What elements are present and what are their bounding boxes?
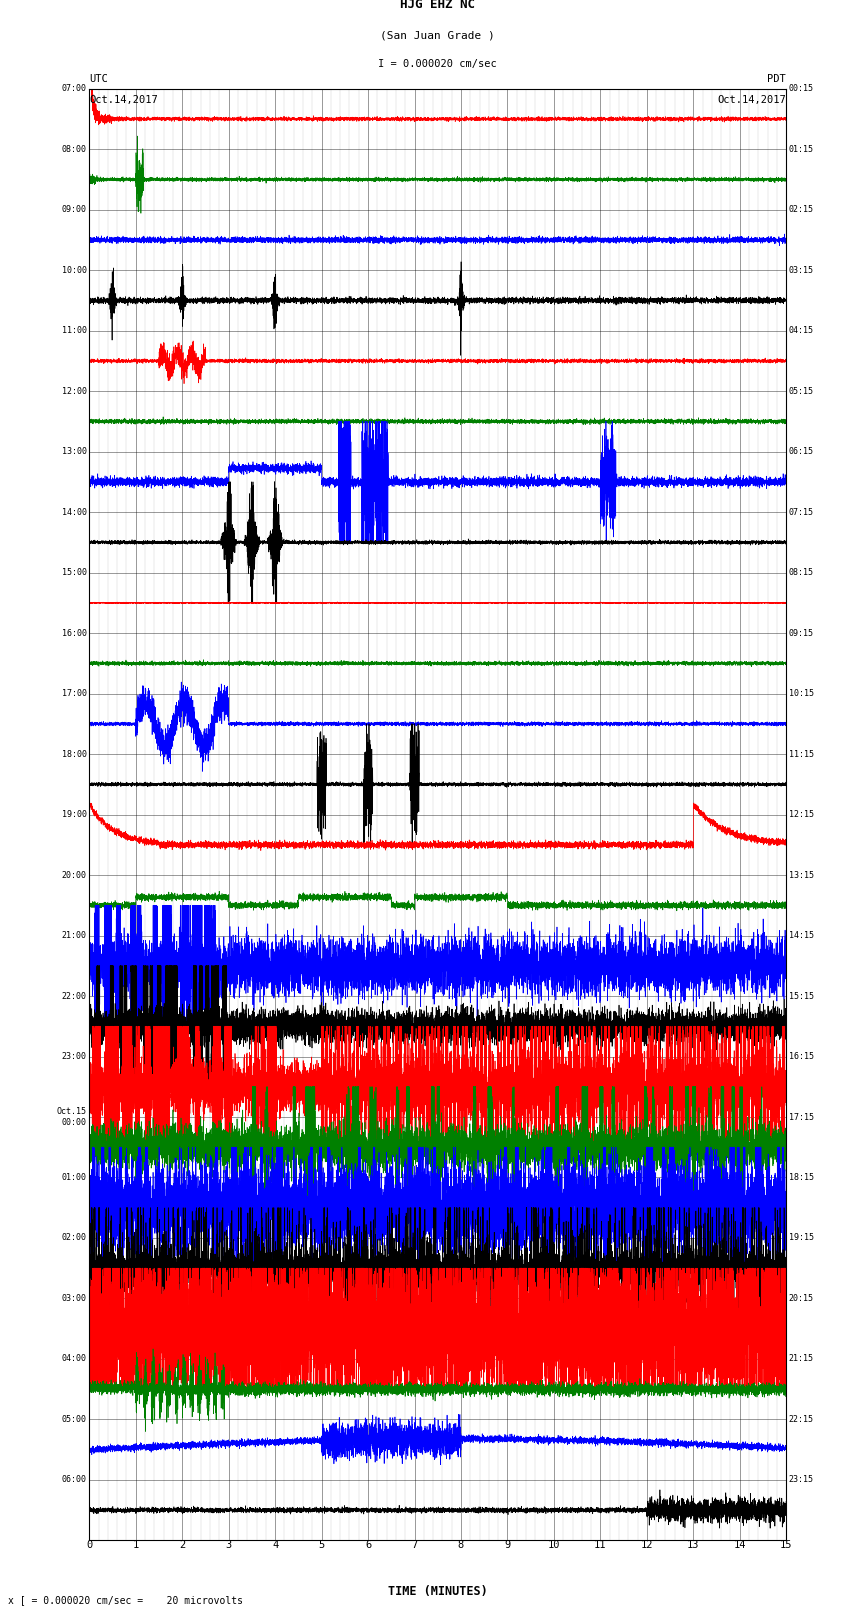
Text: 23:15: 23:15	[789, 1476, 813, 1484]
Text: 22:00: 22:00	[62, 992, 87, 1000]
Text: 14:00: 14:00	[62, 508, 87, 516]
Text: 02:15: 02:15	[789, 205, 813, 215]
Text: 04:00: 04:00	[62, 1355, 87, 1363]
Text: 1: 1	[133, 1540, 139, 1550]
Text: 22:15: 22:15	[789, 1415, 813, 1424]
Text: 01:15: 01:15	[789, 145, 813, 153]
Text: 11:00: 11:00	[62, 326, 87, 336]
Text: 05:15: 05:15	[789, 387, 813, 395]
Text: 5: 5	[319, 1540, 325, 1550]
Text: 18:15: 18:15	[789, 1173, 813, 1182]
Text: 19:15: 19:15	[789, 1234, 813, 1242]
Text: Oct.15
00:00: Oct.15 00:00	[57, 1107, 87, 1127]
Text: 06:00: 06:00	[62, 1476, 87, 1484]
Text: 03:15: 03:15	[789, 266, 813, 274]
Text: UTC: UTC	[89, 74, 108, 84]
Text: 17:00: 17:00	[62, 689, 87, 698]
Text: 18:00: 18:00	[62, 750, 87, 758]
Text: 10:00: 10:00	[62, 266, 87, 274]
Text: 11:15: 11:15	[789, 750, 813, 758]
Text: I = 0.000020 cm/sec: I = 0.000020 cm/sec	[378, 60, 497, 69]
Text: 21:00: 21:00	[62, 931, 87, 940]
Text: 14:15: 14:15	[789, 931, 813, 940]
Text: x [ = 0.000020 cm/sec =    20 microvolts: x [ = 0.000020 cm/sec = 20 microvolts	[8, 1595, 243, 1605]
Text: 20:00: 20:00	[62, 871, 87, 879]
Text: 6: 6	[365, 1540, 371, 1550]
Text: 08:00: 08:00	[62, 145, 87, 153]
Text: 7: 7	[411, 1540, 417, 1550]
Text: 15: 15	[780, 1540, 792, 1550]
Text: 09:00: 09:00	[62, 205, 87, 215]
Text: PDT: PDT	[768, 74, 786, 84]
Text: 15:00: 15:00	[62, 568, 87, 577]
Text: Oct.14,2017: Oct.14,2017	[717, 84, 786, 105]
Text: 07:00: 07:00	[62, 84, 87, 94]
Text: 23:00: 23:00	[62, 1052, 87, 1061]
Text: 0: 0	[86, 1540, 93, 1550]
Text: 11: 11	[594, 1540, 607, 1550]
Text: 4: 4	[272, 1540, 278, 1550]
Text: Oct.14,2017: Oct.14,2017	[89, 84, 158, 105]
Text: 3: 3	[225, 1540, 232, 1550]
Text: 08:15: 08:15	[789, 568, 813, 577]
Text: 10:15: 10:15	[789, 689, 813, 698]
Text: 15:15: 15:15	[789, 992, 813, 1000]
Text: 12:00: 12:00	[62, 387, 87, 395]
Text: 03:00: 03:00	[62, 1294, 87, 1303]
Text: 17:15: 17:15	[789, 1113, 813, 1121]
Text: 16:15: 16:15	[789, 1052, 813, 1061]
Text: 13:00: 13:00	[62, 447, 87, 456]
Text: 07:15: 07:15	[789, 508, 813, 516]
Text: 01:00: 01:00	[62, 1173, 87, 1182]
Text: 8: 8	[458, 1540, 464, 1550]
Text: 02:00: 02:00	[62, 1234, 87, 1242]
Text: 10: 10	[547, 1540, 560, 1550]
Text: 12:15: 12:15	[789, 810, 813, 819]
Text: 20:15: 20:15	[789, 1294, 813, 1303]
Text: 13: 13	[687, 1540, 700, 1550]
Text: 05:00: 05:00	[62, 1415, 87, 1424]
Text: 2: 2	[179, 1540, 185, 1550]
Text: 09:15: 09:15	[789, 629, 813, 637]
Text: 12: 12	[641, 1540, 653, 1550]
Text: HJG EHZ NC: HJG EHZ NC	[400, 0, 475, 11]
Text: 21:15: 21:15	[789, 1355, 813, 1363]
Text: TIME (MINUTES): TIME (MINUTES)	[388, 1584, 488, 1598]
Text: 06:15: 06:15	[789, 447, 813, 456]
Text: 13:15: 13:15	[789, 871, 813, 879]
Text: 04:15: 04:15	[789, 326, 813, 336]
Text: 00:15: 00:15	[789, 84, 813, 94]
Text: (San Juan Grade ): (San Juan Grade )	[380, 31, 495, 40]
Text: 14: 14	[734, 1540, 746, 1550]
Text: 9: 9	[504, 1540, 511, 1550]
Text: 16:00: 16:00	[62, 629, 87, 637]
Text: 19:00: 19:00	[62, 810, 87, 819]
